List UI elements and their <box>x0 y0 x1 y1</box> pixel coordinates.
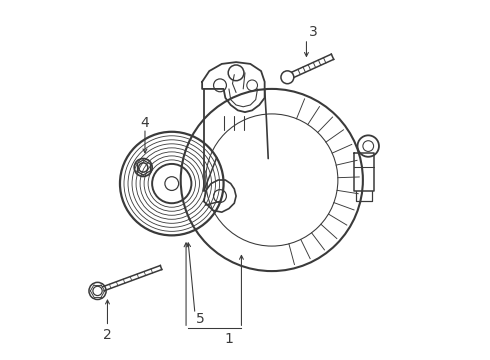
Text: 3: 3 <box>309 25 317 39</box>
Text: 5: 5 <box>196 312 205 326</box>
Text: 4: 4 <box>141 116 149 130</box>
Text: 1: 1 <box>224 332 233 346</box>
Text: 2: 2 <box>103 328 112 342</box>
